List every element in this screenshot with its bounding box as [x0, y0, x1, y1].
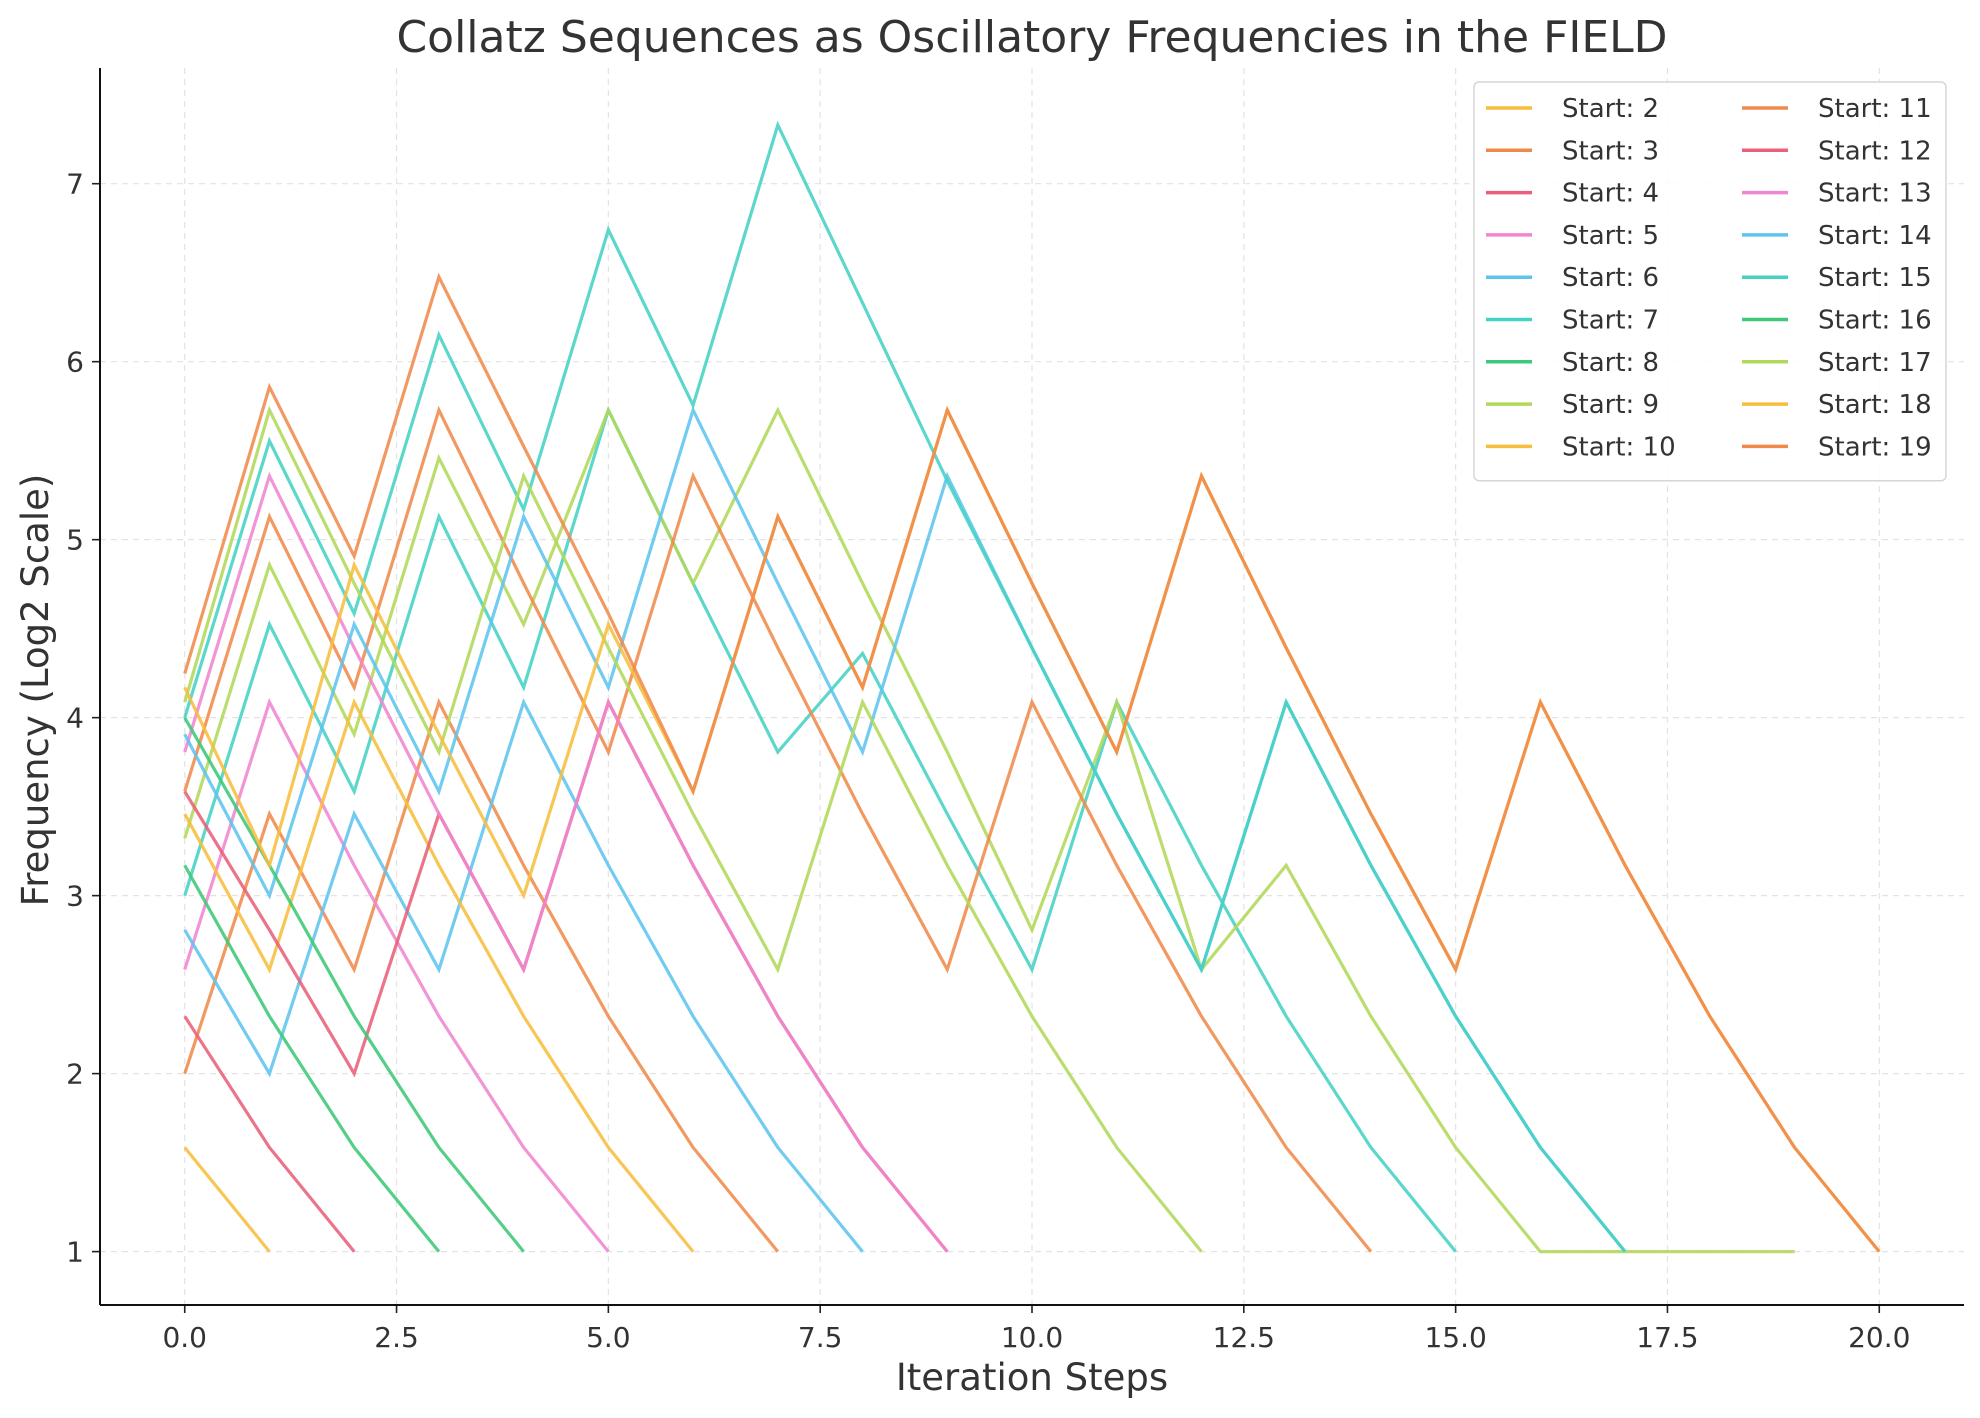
x-tick-label: 7.5: [798, 1321, 843, 1354]
series-line-5: [183, 697, 864, 1253]
x-axis-title: Iteration Steps: [896, 1356, 1168, 1399]
series-line-7: [183, 864, 441, 1253]
legend-box: [1473, 81, 1947, 482]
chart-title: Collatz Sequences as Oscillatory Frequen…: [396, 12, 1667, 63]
legend-label: Start: 5: [1562, 221, 1659, 251]
legend-label: Start: 16: [1818, 306, 1932, 336]
y-tick-label: 2: [66, 1058, 84, 1091]
legend-label: Start: 2: [1562, 94, 1659, 124]
x-tick-label: 5.0: [586, 1321, 631, 1354]
y-tick-label: 1: [66, 1236, 84, 1269]
legend-label: Start: 7: [1562, 306, 1659, 336]
series-line-15: [183, 716, 525, 1253]
legend-label: Start: 9: [1562, 390, 1659, 420]
series-line-16: [183, 405, 1203, 1253]
y-tick-label: 5: [66, 524, 84, 557]
series-line-14: [183, 120, 1627, 1253]
series-lines: [183, 120, 1881, 1254]
y-tick-label: 7: [66, 168, 84, 201]
legend-label: Start: 4: [1562, 179, 1659, 209]
legend-label: Start: 8: [1562, 348, 1659, 378]
legend: Start: 2 Start: 3 Start: 4 Start: 5 Start: 6…: [1473, 81, 1947, 482]
y-tick-label: 4: [66, 702, 84, 735]
legend-label: Start: 15: [1818, 263, 1932, 293]
series-line-6: [183, 405, 1457, 1253]
series-line-1: [183, 1146, 271, 1253]
x-tick-label: 2.5: [374, 1321, 419, 1354]
legend-label: Start: 17: [1818, 348, 1932, 378]
series-line-9: [183, 697, 695, 1253]
legend-label: Start: 11: [1818, 94, 1932, 124]
legend-label: Start: 13: [1818, 179, 1932, 209]
legend-label: Start: 10: [1562, 432, 1676, 462]
axes: [92, 68, 1964, 1313]
legend-label: Start: 12: [1818, 136, 1932, 166]
x-tick-label: 20.0: [1848, 1321, 1910, 1354]
series-line-10: [183, 405, 1373, 1253]
y-tick-label: 3: [66, 880, 84, 913]
x-tick-label: 12.5: [1213, 1321, 1275, 1354]
legend-label: Start: 14: [1818, 221, 1932, 251]
series-line-2: [183, 697, 780, 1253]
series-line-3: [183, 1015, 356, 1253]
legend-label: Start: 6: [1562, 263, 1659, 293]
legend-label: Start: 3: [1562, 136, 1659, 166]
series-line-12: [183, 471, 949, 1253]
x-tick-label: 15.0: [1424, 1321, 1486, 1354]
x-tick-label: 17.5: [1636, 1321, 1698, 1354]
x-tick-label: 0.0: [162, 1321, 207, 1354]
series-line-18: [183, 272, 1881, 1253]
legend-label: Start: 19: [1818, 432, 1932, 462]
y-axis-title: Frequency (Log2 Scale): [14, 474, 57, 907]
x-tick-label: 10.0: [1001, 1321, 1063, 1354]
legend-label: Start: 18: [1818, 390, 1932, 420]
tick-labels: 0.0 2.5 5.0 7.5 10.0 12.5 15.0 17.5 20.0 1 2 3 4 5 6 7: [66, 168, 1910, 1354]
y-tick-label: 6: [66, 346, 84, 379]
